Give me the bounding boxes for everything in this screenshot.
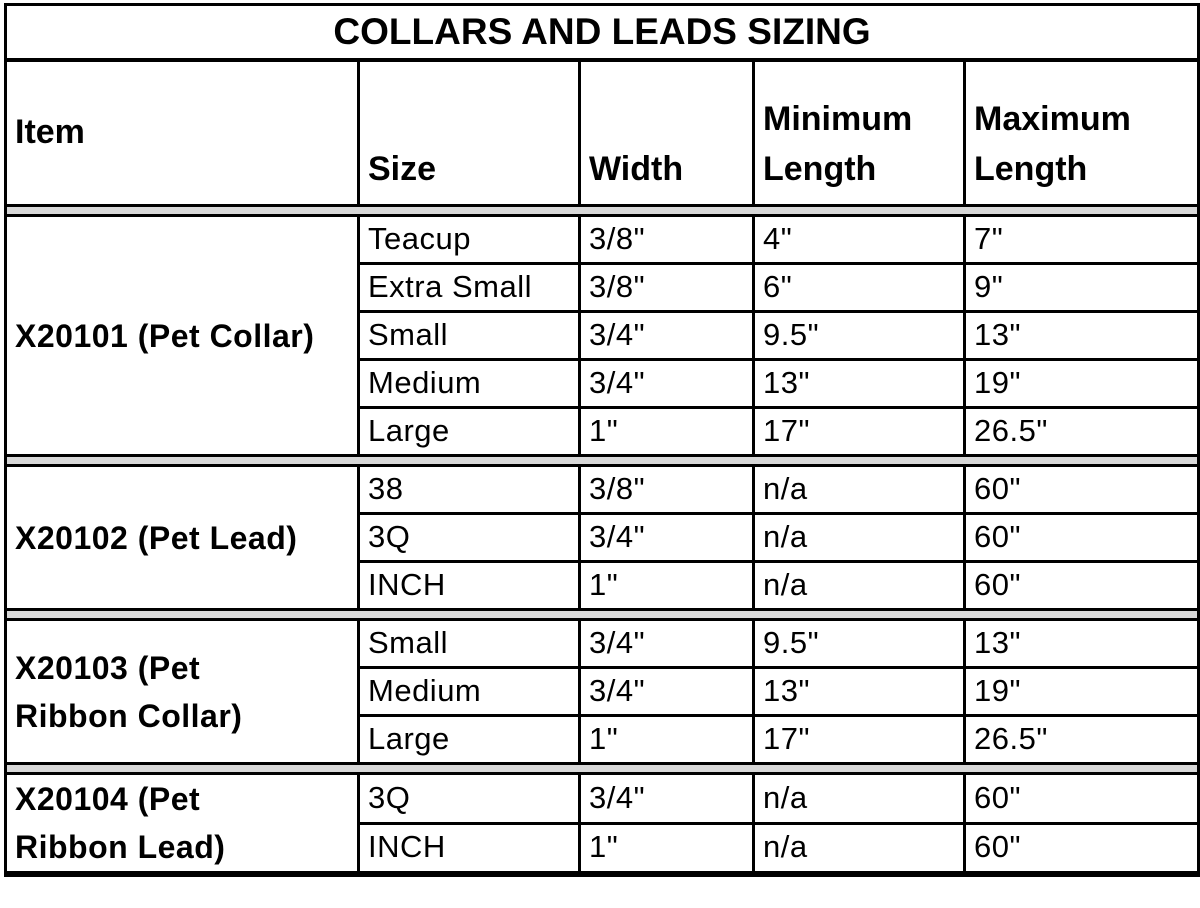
table-row: X20104 (Pet Ribbon Lead) 3Q 3/4" n/a 60" bbox=[4, 771, 1200, 876]
min-length-cell: n/a bbox=[752, 560, 966, 611]
max-length-cell: 60" bbox=[962, 771, 1200, 826]
item-cell-x20103: X20103 (Pet Ribbon Collar) bbox=[4, 618, 360, 765]
size-cell: INCH bbox=[357, 560, 581, 611]
table-row: X20103 (Pet Ribbon Collar) Small 3/4" 9.… bbox=[4, 618, 1200, 765]
section-separator bbox=[5, 762, 1199, 775]
width-cell: 3/4" bbox=[578, 666, 755, 717]
table-row: Large 1" 17" 26.5" bbox=[6, 714, 1200, 765]
max-length-cell: 7" bbox=[962, 214, 1200, 265]
table-title: COLLARS AND LEADS SIZING bbox=[3, 3, 1200, 62]
item-cell-x20104: X20104 (Pet Ribbon Lead) bbox=[4, 772, 360, 876]
column-header-minimum-length: Minimum Length bbox=[752, 58, 966, 207]
column-header-item: Item bbox=[4, 58, 360, 207]
size-cell: Small bbox=[357, 310, 581, 361]
width-cell: 3/4" bbox=[578, 512, 755, 563]
max-length-cell: 26.5" bbox=[962, 714, 1200, 765]
max-length-cell: 60" bbox=[962, 464, 1200, 515]
min-length-cell: 4" bbox=[752, 214, 966, 265]
table-row: Large 1" 17" 26.5" bbox=[6, 406, 1200, 457]
size-cell: 3Q bbox=[357, 771, 581, 826]
table-row: Medium 3/4" 13" 19" bbox=[6, 666, 1200, 717]
header-row: Item Size Width Minimum Length Maximum L… bbox=[4, 58, 1200, 207]
item-cell-x20102: X20102 (Pet Lead) bbox=[4, 464, 360, 611]
column-header-size: Size bbox=[357, 58, 581, 207]
table-row: X20102 (Pet Lead) 38 3/8" n/a 60" bbox=[4, 464, 1200, 611]
width-cell: 1" bbox=[578, 714, 755, 765]
size-cell: INCH bbox=[357, 822, 581, 876]
max-length-cell: 19" bbox=[962, 358, 1200, 409]
max-length-cell: 60" bbox=[962, 560, 1200, 611]
max-length-cell: 13" bbox=[962, 618, 1200, 669]
size-cell: Medium bbox=[357, 666, 581, 717]
table-row: Extra Small 3/8" 6" 9" bbox=[6, 262, 1200, 313]
width-cell: 3/4" bbox=[578, 771, 755, 826]
width-cell: 3/4" bbox=[578, 358, 755, 409]
table-row: INCH 1" n/a 60" bbox=[6, 560, 1200, 611]
min-length-cell: n/a bbox=[752, 822, 966, 876]
title-row: COLLARS AND LEADS SIZING bbox=[3, 3, 1200, 62]
column-header-maximum-length: Maximum Length bbox=[962, 58, 1200, 207]
size-cell: 3Q bbox=[357, 512, 581, 563]
width-cell: 3/8" bbox=[578, 214, 755, 265]
min-length-cell: 9.5" bbox=[752, 310, 966, 361]
min-length-cell: n/a bbox=[752, 464, 966, 515]
size-cell: Extra Small bbox=[357, 262, 581, 313]
max-length-cell: 19" bbox=[962, 666, 1200, 717]
table-row: Small 3/4" 9.5" 13" bbox=[6, 310, 1200, 361]
section-separator bbox=[5, 454, 1199, 467]
size-cell: Large bbox=[357, 406, 581, 457]
column-header-width: Width bbox=[578, 58, 755, 207]
max-length-cell: 13" bbox=[962, 310, 1200, 361]
min-length-cell: 6" bbox=[752, 262, 966, 313]
separator-band bbox=[5, 608, 1199, 621]
size-cell: Large bbox=[357, 714, 581, 765]
table-row: Medium 3/4" 13" 19" bbox=[6, 358, 1200, 409]
min-length-cell: 17" bbox=[752, 406, 966, 457]
max-length-cell: 9" bbox=[962, 262, 1200, 313]
size-cell: Teacup bbox=[357, 214, 581, 265]
width-cell: 3/8" bbox=[578, 464, 755, 515]
min-length-cell: 13" bbox=[752, 666, 966, 717]
sizing-table: COLLARS AND LEADS SIZING Item Size Width… bbox=[3, 3, 1200, 877]
size-cell: Small bbox=[357, 618, 581, 669]
width-cell: 3/4" bbox=[578, 618, 755, 669]
max-length-cell: 60" bbox=[962, 822, 1200, 876]
min-length-cell: 13" bbox=[752, 358, 966, 409]
table-row: 3Q 3/4" n/a 60" bbox=[6, 512, 1200, 563]
separator-band bbox=[5, 762, 1199, 775]
min-length-cell: n/a bbox=[752, 771, 966, 826]
size-cell: 38 bbox=[357, 464, 581, 515]
table-row: X20101 (Pet Collar) Teacup 3/8" 4" 7" bbox=[4, 214, 1200, 457]
width-cell: 3/8" bbox=[578, 262, 755, 313]
max-length-cell: 60" bbox=[962, 512, 1200, 563]
section-separator bbox=[5, 204, 1199, 217]
min-length-cell: 9.5" bbox=[752, 618, 966, 669]
section-separator bbox=[5, 608, 1199, 621]
min-length-cell: n/a bbox=[752, 512, 966, 563]
min-length-cell: 17" bbox=[752, 714, 966, 765]
separator-band bbox=[5, 204, 1199, 217]
max-length-cell: 26.5" bbox=[962, 406, 1200, 457]
item-cell-x20101: X20101 (Pet Collar) bbox=[4, 214, 360, 457]
separator-band bbox=[5, 454, 1199, 467]
width-cell: 1" bbox=[578, 560, 755, 611]
width-cell: 1" bbox=[578, 822, 755, 876]
width-cell: 1" bbox=[578, 406, 755, 457]
size-cell: Medium bbox=[357, 358, 581, 409]
table-row: INCH 1" n/a 60" bbox=[6, 822, 1200, 876]
width-cell: 3/4" bbox=[578, 310, 755, 361]
